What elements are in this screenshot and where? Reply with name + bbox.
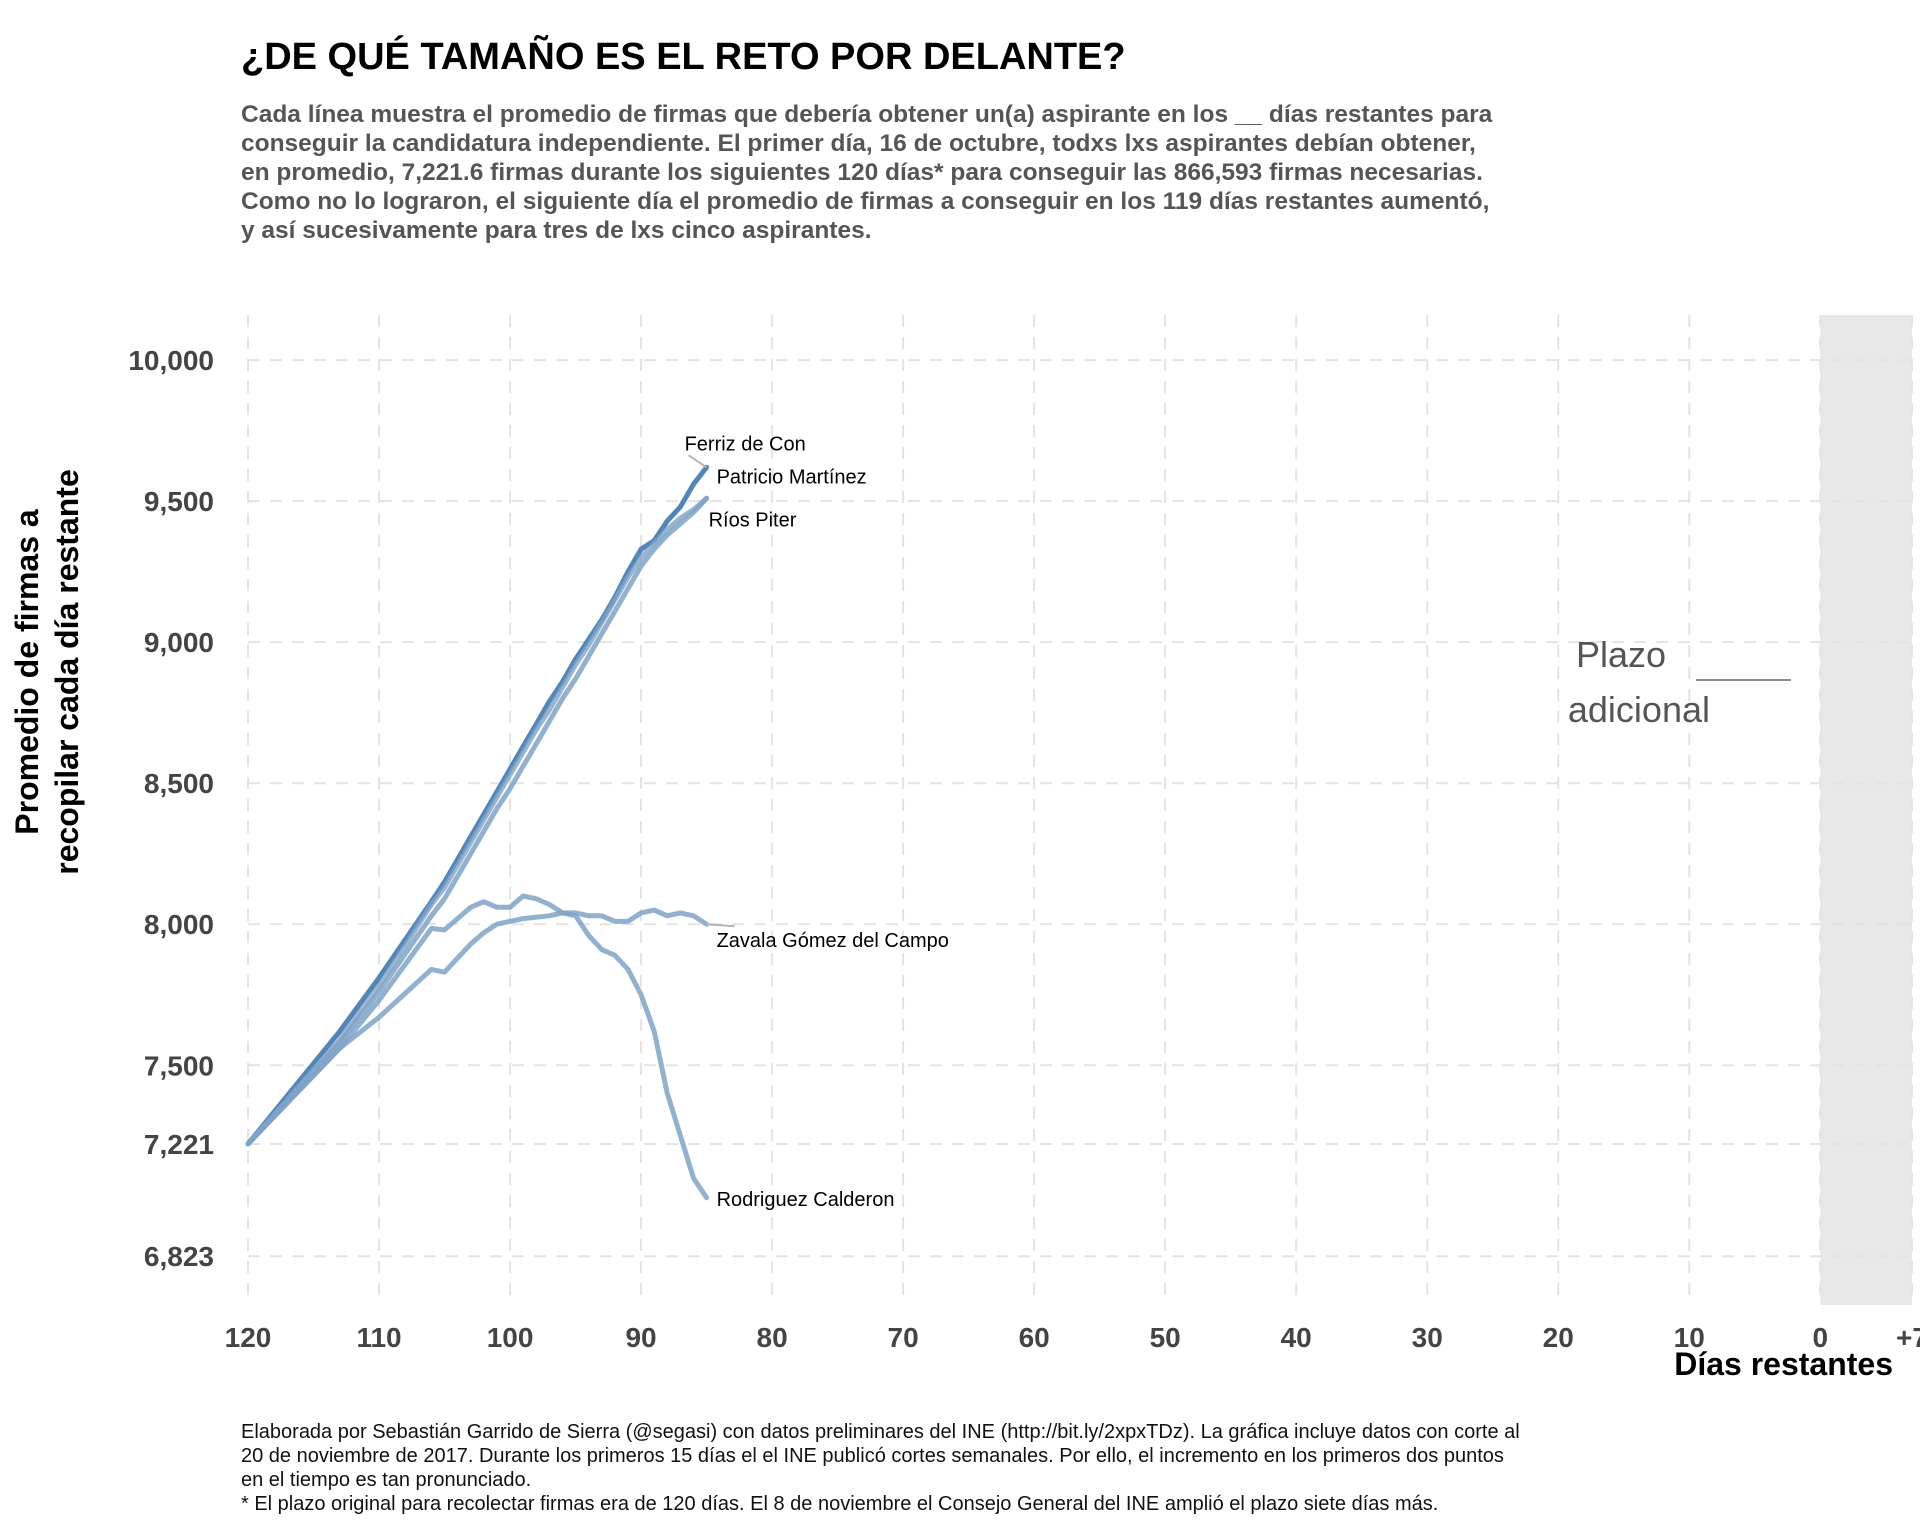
label-connector [706, 923, 735, 928]
subtitle-line: en promedio, 7,221.6 firmas durante los … [241, 159, 1483, 186]
y-tick-label: 7,500 [144, 1050, 214, 1081]
x-tick-label: 40 [1281, 1322, 1312, 1353]
x-tick-label: 110 [356, 1322, 401, 1353]
caption-line: 20 de noviembre de 2017. Durante los pri… [241, 1445, 1504, 1467]
y-tick-label: 9,000 [144, 627, 214, 658]
tick-layer: 1201101009080706050403020100+76,8237,221… [128, 345, 1920, 1353]
x-tick-label: +7 [1896, 1322, 1920, 1353]
x-tick-label: 100 [487, 1322, 534, 1353]
subtitle-line: Cada línea muestra el promedio de firmas… [241, 101, 1493, 128]
series-label: Patricio Martínez [717, 466, 867, 488]
subtitle-line: y así sucesivamente para tres de lxs cin… [241, 217, 872, 244]
series-line [245, 495, 710, 1147]
y-tick-label: 7,221 [144, 1129, 214, 1160]
x-tick-label: 60 [1019, 1322, 1050, 1353]
x-tick-label: 20 [1543, 1322, 1574, 1353]
y-tick-label: 8,000 [144, 909, 214, 940]
subtitle-line: Como no lo lograron, el siguiente día el… [241, 188, 1490, 215]
x-tick-label: 70 [888, 1322, 919, 1353]
extension-shade [1820, 315, 1912, 1305]
series-line [245, 495, 710, 1147]
caption-line: * El plazo original para recolectar firm… [241, 1493, 1439, 1515]
x-tick-label: 50 [1150, 1322, 1181, 1353]
series-label: Ríos Piter [709, 509, 797, 531]
x-tick-label: 90 [625, 1322, 656, 1353]
y-axis-title-line: recopilar cada día restante [49, 469, 85, 875]
x-axis-title: Días restantes [1674, 1346, 1893, 1382]
series-label: Zavala Gómez del Campo [717, 930, 949, 952]
y-tick-label: 10,000 [128, 345, 214, 376]
label-connector [688, 454, 708, 469]
grid-layer [247, 315, 1913, 1305]
subtitle-line: conseguir la candidatura independiente. … [241, 130, 1476, 157]
x-tick-label: 0 [1812, 1322, 1828, 1353]
series-label: Ferriz de Con [685, 433, 806, 455]
y-tick-label: 9,500 [144, 486, 214, 517]
plazo-label-line1: Plazo [1576, 634, 1666, 675]
series-line [245, 893, 710, 1147]
series-label: Rodriguez Calderon [717, 1189, 895, 1211]
label-layer: Ferriz de Con Patricio Martínez Ríos Piter… [685, 433, 949, 1211]
y-axis-title: Promedio de firmas a recopilar cada día … [9, 469, 85, 875]
x-tick-label: 30 [1412, 1322, 1443, 1353]
caption-line: Elaborada por Sebastián Garrido de Sierr… [241, 1421, 1520, 1443]
caption-line: en el tiempo es tan pronunciado. [241, 1469, 532, 1491]
series-line [245, 910, 710, 1201]
shade-layer [1820, 315, 1912, 1305]
x-tick-label: 10 [1674, 1322, 1705, 1353]
y-tick-label: 8,500 [144, 768, 214, 799]
chart-caption: Elaborada por Sebastián Garrido de Sierr… [241, 1420, 1901, 1516]
chart-subtitle: Cada línea muestra el promedio de firmas… [241, 100, 1801, 245]
chart-title: ¿DE QUÉ TAMAÑO ES EL RETO POR DELANTE? [241, 36, 1126, 78]
y-tick-label: 6,823 [144, 1241, 214, 1272]
series-layer [245, 464, 710, 1201]
x-tick-label: 120 [225, 1322, 272, 1353]
plazo-label-line2: adicional [1568, 689, 1710, 730]
y-axis-title-line: Promedio de firmas a [9, 509, 45, 835]
x-tick-label: 80 [757, 1322, 788, 1353]
